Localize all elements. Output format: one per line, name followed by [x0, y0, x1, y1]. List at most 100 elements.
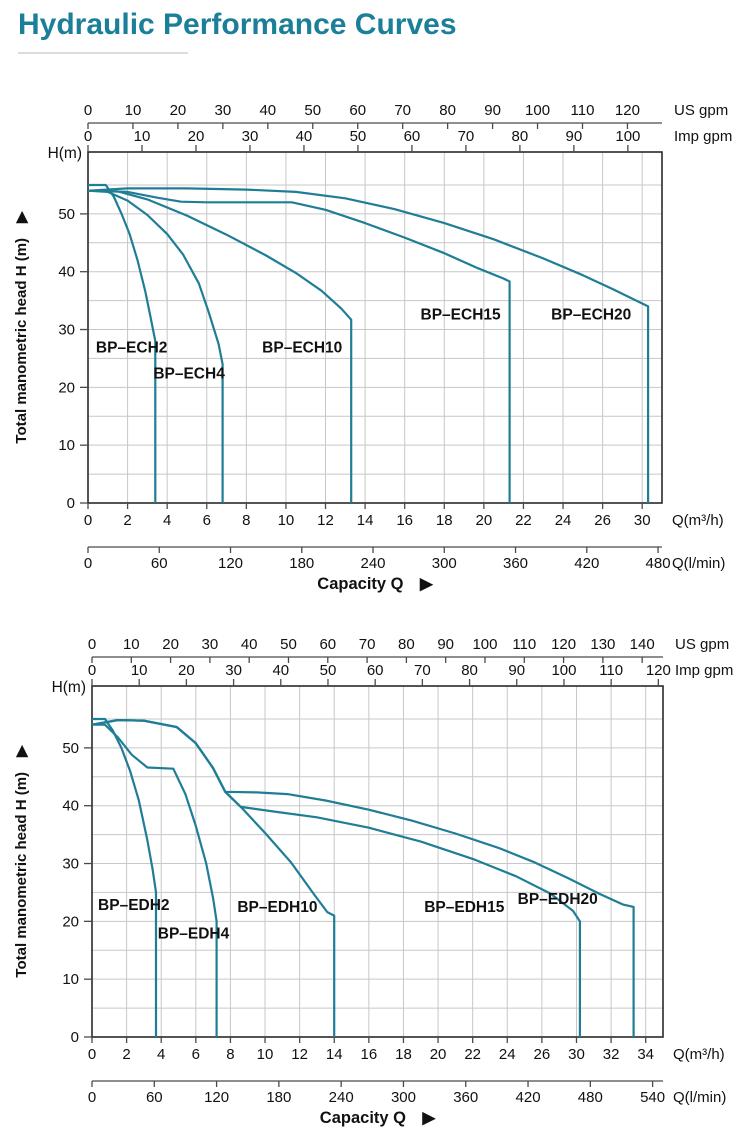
imp-gpm-tick-label: 80	[461, 662, 478, 679]
us-gpm-tick-label: 50	[304, 102, 321, 119]
lmin-tick-label: 0	[84, 555, 92, 572]
lmin-tick-label: 480	[578, 1089, 603, 1106]
series-label: BP–ECH2	[96, 340, 167, 357]
imp-gpm-tick-label: 0	[84, 128, 92, 145]
y-axis-title: Total manometric head H (m) ▶	[13, 744, 30, 978]
head-tick-label: 30	[62, 856, 79, 873]
series-label: BP–ECH4	[153, 366, 225, 383]
us-gpm-tick-label: 110	[571, 102, 595, 119]
us-gpm-unit-label: US gpm	[674, 102, 728, 119]
imp-gpm-tick-label: 80	[512, 128, 529, 145]
m3h-tick-label: 22	[464, 1046, 481, 1063]
m3h-tick-label: 10	[257, 1046, 274, 1063]
lmin-tick-label: 120	[218, 555, 243, 572]
us-gpm-tick-label: 10	[123, 636, 140, 653]
lmin-tick-label: 360	[503, 555, 528, 572]
m3h-tick-label: 22	[515, 512, 532, 529]
us-gpm-tick-label: 60	[319, 636, 336, 653]
m3h-tick-label: 14	[326, 1046, 343, 1063]
us-gpm-tick-label: 0	[84, 102, 92, 119]
lmin-tick-label: 180	[266, 1089, 291, 1106]
head-tick-label: 20	[62, 913, 79, 930]
m3h-tick-label: 30	[568, 1046, 585, 1063]
m3h-tick-label: 2	[122, 1046, 130, 1063]
us-gpm-tick-label: 130	[590, 636, 615, 653]
capacity-axis-title: Capacity Q ▶	[317, 575, 434, 593]
m3h-tick-label: 4	[157, 1046, 165, 1063]
us-gpm-tick-label: 80	[439, 102, 456, 119]
capacity-axis-title: Capacity Q ▶	[320, 1109, 437, 1127]
plot-area	[91, 685, 664, 1038]
us-gpm-tick-label: 110	[512, 636, 536, 653]
curve-bp-edh4	[92, 723, 218, 1037]
m3h-tick-label: 16	[361, 1046, 378, 1063]
series-label: BP–ECH20	[551, 307, 631, 324]
imp-gpm-tick-label: 90	[566, 128, 583, 145]
head-unit-label: H(m)	[48, 145, 82, 162]
m3h-tick-label: 12	[291, 1046, 308, 1063]
m3h-tick-label: 0	[84, 512, 92, 529]
lmin-unit-label: Q(l/min)	[672, 555, 725, 572]
plot-area	[87, 151, 663, 504]
m3h-tick-label: 8	[242, 512, 250, 529]
imp-gpm-tick-label: 40	[296, 128, 313, 145]
us-gpm-tick-label: 70	[394, 102, 411, 119]
lmin-tick-label: 240	[361, 555, 386, 572]
m3h-tick-label: 32	[603, 1046, 620, 1063]
imp-gpm-unit-label: Imp gpm	[674, 128, 732, 145]
head-tick-label: 0	[71, 1029, 79, 1046]
us-gpm-tick-label: 30	[202, 636, 219, 653]
head-tick-label: 50	[58, 206, 75, 223]
head-tick-label: 0	[67, 495, 75, 512]
m3h-tick-label: 16	[396, 512, 413, 529]
m3h-tick-label: 30	[634, 512, 651, 529]
series-label: BP–EDH4	[158, 926, 230, 943]
m3h-unit-label: Q(m³/h)	[673, 1046, 725, 1063]
us-gpm-tick-label: 100	[472, 636, 497, 653]
m3h-tick-label: 24	[555, 512, 572, 529]
us-gpm-tick-label: 40	[241, 636, 258, 653]
lmin-tick-label: 420	[516, 1089, 541, 1106]
lmin-tick-label: 240	[329, 1089, 354, 1106]
m3h-tick-label: 0	[88, 1046, 96, 1063]
imp-gpm-tick-label: 70	[458, 128, 475, 145]
imp-gpm-tick-label: 40	[272, 662, 289, 679]
lmin-tick-label: 480	[646, 555, 671, 572]
us-gpm-tick-label: 120	[551, 636, 576, 653]
us-gpm-tick-label: 80	[398, 636, 415, 653]
us-gpm-tick-label: 90	[437, 636, 454, 653]
lmin-tick-label: 300	[391, 1089, 416, 1106]
curve-bp-ech20	[87, 187, 650, 503]
lmin-tick-label: 420	[574, 555, 599, 572]
us-gpm-tick-label: 10	[125, 102, 142, 119]
curve-bp-ech4	[87, 189, 224, 503]
lmin-tick-label: 120	[204, 1089, 229, 1106]
lmin-tick-label: 540	[640, 1089, 665, 1106]
series-label: BP–EDH20	[518, 891, 598, 908]
imp-gpm-tick-label: 10	[131, 662, 148, 679]
m3h-tick-label: 34	[637, 1046, 654, 1063]
head-tick-label: 50	[62, 740, 79, 757]
us-gpm-tick-label: 90	[484, 102, 501, 119]
imp-gpm-tick-label: 10	[134, 128, 151, 145]
head-tick-label: 10	[58, 437, 75, 454]
m3h-tick-label: 26	[594, 512, 611, 529]
m3h-tick-label: 6	[192, 1046, 200, 1063]
series-label: BP–EDH2	[98, 897, 170, 914]
us-gpm-tick-label: 40	[259, 102, 276, 119]
imp-gpm-tick-label: 120	[646, 662, 671, 679]
m3h-tick-label: 26	[534, 1046, 551, 1063]
us-gpm-unit-label: US gpm	[675, 636, 729, 653]
m3h-tick-label: 14	[357, 512, 374, 529]
head-tick-label: 20	[58, 379, 75, 396]
curve-bp-ech10	[87, 189, 353, 503]
curve-bp-edh2	[92, 717, 158, 1037]
page-title: Hydraulic Performance Curves	[18, 8, 457, 41]
m3h-tick-label: 20	[430, 1046, 447, 1063]
imp-gpm-tick-label: 50	[320, 662, 337, 679]
head-tick-label: 40	[58, 264, 75, 281]
us-gpm-tick-label: 20	[170, 102, 187, 119]
m3h-tick-label: 4	[163, 512, 171, 529]
